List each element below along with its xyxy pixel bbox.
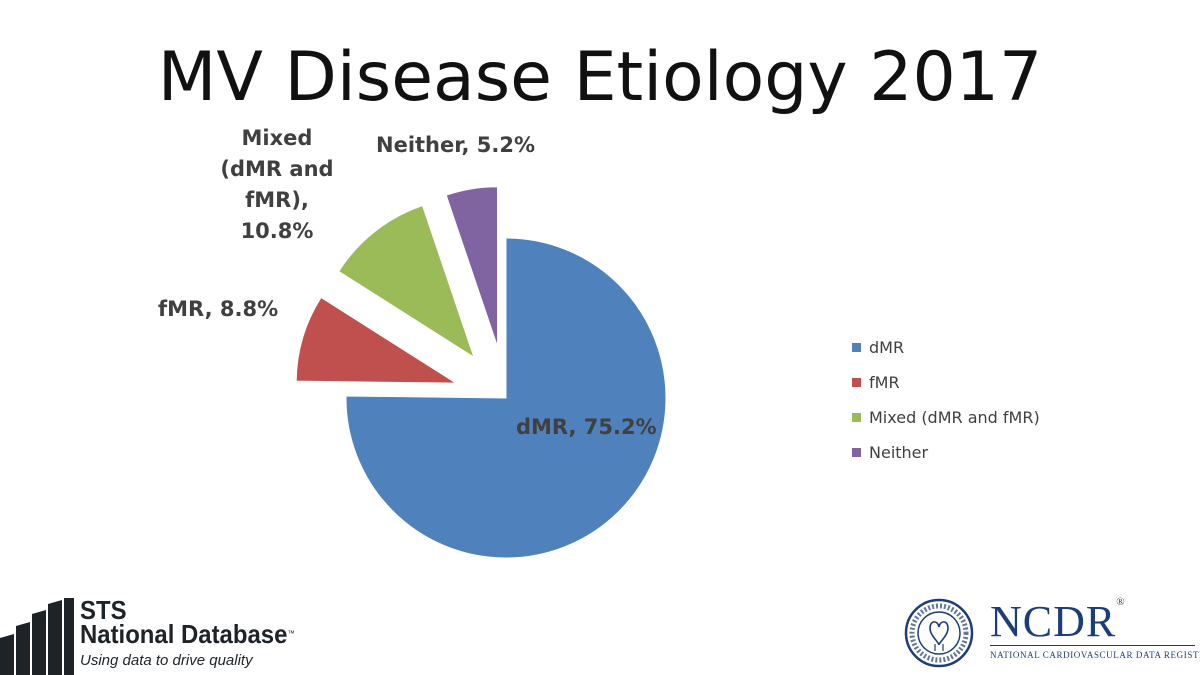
legend-label-neither: Neither (869, 443, 929, 462)
ncdr-logo-text: NCDR® (990, 596, 1126, 647)
legend-item-fmr: fMR (852, 365, 1040, 400)
data-label-dmr: dMR, 75.2% (516, 415, 657, 439)
ncdr-divider (990, 645, 1195, 646)
legend-item-dmr: dMR (852, 330, 1040, 365)
ncdr-name: NCDR (990, 597, 1117, 646)
legend: dMR fMR Mixed (dMR and fMR) Neither (852, 330, 1040, 470)
data-label-fmr: fMR, 8.8% (158, 297, 279, 321)
slice-fmr (295, 296, 458, 384)
acc-seal-icon (904, 598, 974, 668)
sts-title-line1: STS (80, 595, 127, 625)
data-label-mixed: Mixed (dMR and fMR), 10.8% (220, 126, 334, 243)
legend-label-dmr: dMR (869, 338, 905, 357)
pie-chart (295, 186, 667, 559)
sts-logo (0, 598, 74, 675)
ncdr-registered: ® (1116, 596, 1126, 608)
legend-swatch-mixed (852, 413, 861, 422)
legend-label-mixed: Mixed (dMR and fMR) (869, 408, 1040, 427)
ncdr-subtitle: NATIONAL CARDIOVASCULAR DATA REGISTRY (990, 650, 1200, 660)
slice-mixed (338, 204, 475, 359)
legend-label-fmr: fMR (869, 373, 900, 392)
legend-swatch-dmr (852, 343, 861, 352)
sts-title: STS National Database™ (80, 595, 295, 649)
slice-neither (445, 186, 499, 347)
sts-tagline: Using data to drive quality (80, 652, 253, 669)
legend-swatch-neither (852, 448, 861, 457)
legend-item-neither: Neither (852, 435, 1040, 470)
legend-item-mixed: Mixed (dMR and fMR) (852, 400, 1040, 435)
sts-bars-icon (0, 598, 74, 675)
sts-title-line2: National Database™ (80, 619, 295, 649)
data-label-neither: Neither, 5.2% (376, 133, 536, 157)
slice-dmr (345, 237, 667, 559)
chart-title: MV Disease Etiology 2017 (157, 38, 1043, 117)
legend-swatch-fmr (852, 378, 861, 387)
sts-title-line2-text: National Database (80, 619, 288, 649)
sts-trademark: ™ (287, 629, 295, 638)
